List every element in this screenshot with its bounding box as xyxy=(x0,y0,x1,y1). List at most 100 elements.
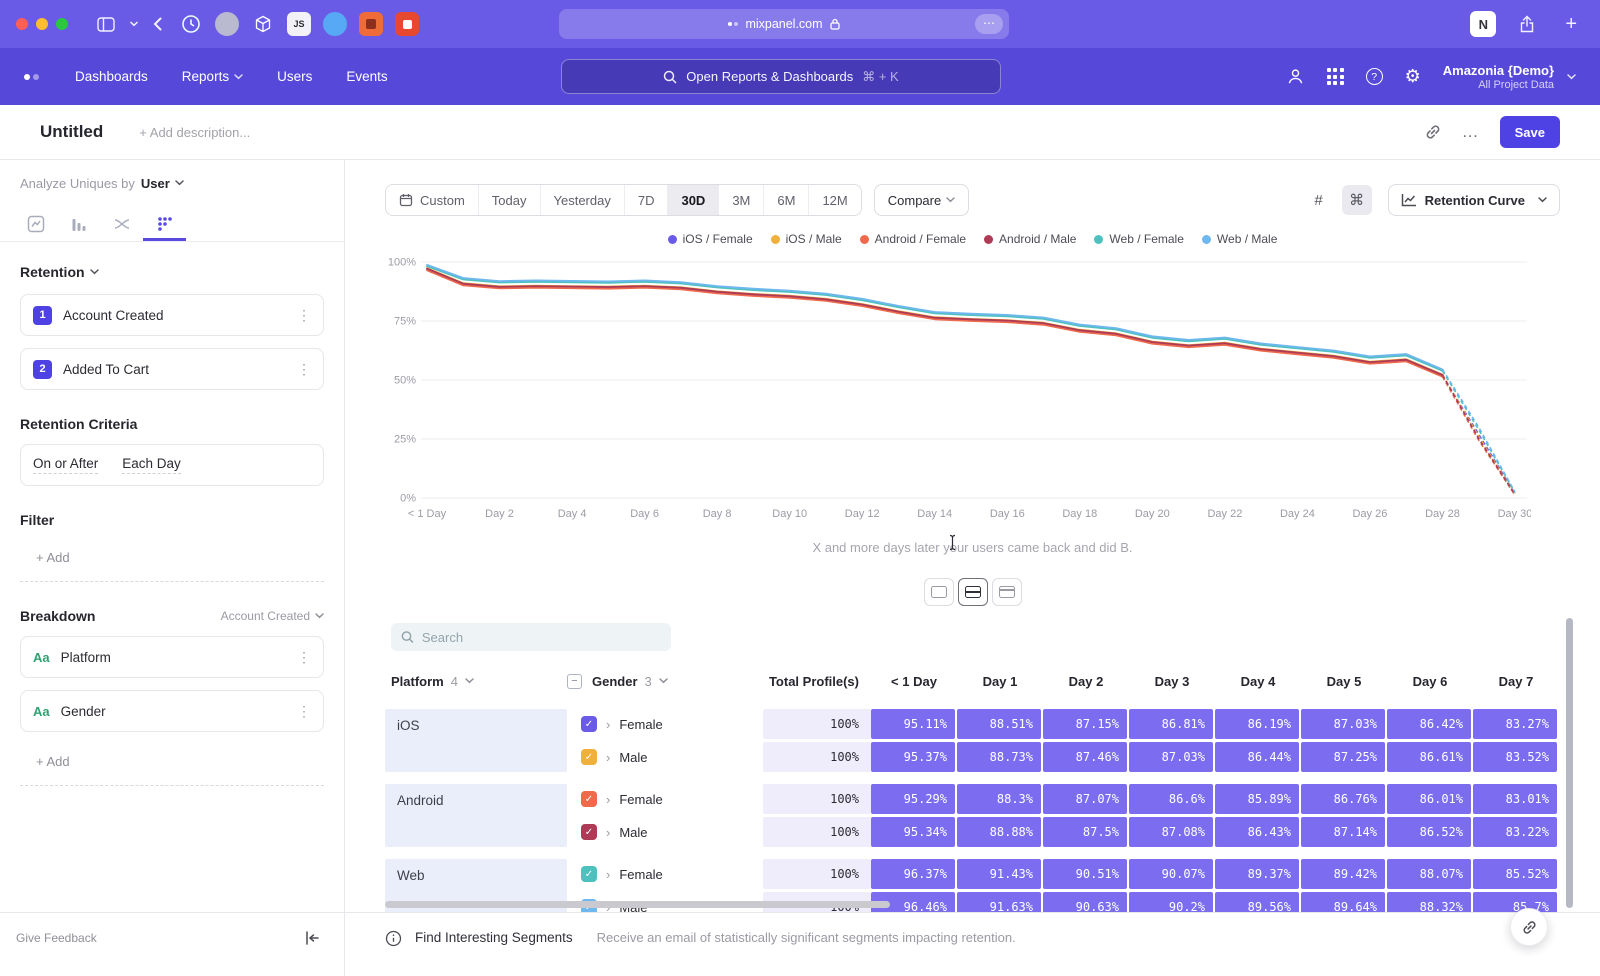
tab-funnels[interactable] xyxy=(57,206,100,241)
range-yesterday-button[interactable]: Yesterday xyxy=(540,185,625,215)
col-day[interactable]: Day 1 xyxy=(982,673,1018,689)
range-3m-button[interactable]: 3M xyxy=(719,185,765,215)
layout-chart-only-button[interactable] xyxy=(923,578,954,606)
range-30d-button[interactable]: 30D xyxy=(668,185,720,215)
minimize-window-button[interactable] xyxy=(36,18,48,30)
row-checkbox[interactable]: ✓ xyxy=(581,866,597,882)
mixpanel-logo[interactable] xyxy=(24,73,39,80)
select-all-checkbox[interactable]: − xyxy=(567,673,582,689)
help-icon[interactable]: ? xyxy=(1365,68,1383,85)
retention-value-cell[interactable]: 86.44% xyxy=(1215,742,1299,772)
report-title[interactable]: Untitled xyxy=(40,122,104,141)
retention-value-cell[interactable]: 91.43% xyxy=(957,859,1041,889)
package-extension-icon[interactable] xyxy=(251,12,275,36)
retention-value-cell[interactable]: 88.73% xyxy=(957,742,1041,772)
retention-value-cell[interactable]: 85.52% xyxy=(1473,859,1557,889)
layout-table-only-button[interactable] xyxy=(991,578,1022,606)
retention-value-cell[interactable]: 86.43% xyxy=(1215,817,1299,847)
retention-step-card[interactable]: 1 Account Created ⋮ xyxy=(20,294,324,336)
give-feedback-link[interactable]: Give Feedback xyxy=(16,931,97,945)
breakdown-scope-dropdown[interactable]: Account Created xyxy=(221,609,324,623)
row-checkbox[interactable]: ✓ xyxy=(581,716,597,732)
js-extension-icon[interactable]: JS xyxy=(287,12,311,36)
annotations-button[interactable]: # xyxy=(1304,185,1334,215)
legend-item[interactable]: Android / Female xyxy=(859,232,966,246)
retention-value-cell[interactable]: 86.52% xyxy=(1387,817,1471,847)
expand-chevron-icon[interactable]: › xyxy=(606,749,611,765)
retention-value-cell[interactable]: 95.37% xyxy=(871,742,955,772)
grey-extension-icon[interactable] xyxy=(215,12,239,36)
red-app-icon[interactable] xyxy=(395,12,419,36)
col-platform[interactable]: Platform 4 xyxy=(385,674,567,689)
retention-value-cell[interactable]: 86.6% xyxy=(1129,784,1213,814)
layout-split-button[interactable] xyxy=(957,578,988,606)
criteria-on-or-after[interactable]: On or After xyxy=(33,456,99,474)
retention-step-card[interactable]: 2 Added To Cart ⋮ xyxy=(20,348,324,390)
row-checkbox[interactable]: ✓ xyxy=(581,749,597,765)
retention-value-cell[interactable]: 95.29% xyxy=(871,784,955,814)
row-checkbox[interactable]: ✓ xyxy=(581,791,597,807)
range-today-button[interactable]: Today xyxy=(478,185,541,215)
expand-chevron-icon[interactable]: › xyxy=(606,824,611,840)
tab-list-chevron-icon[interactable] xyxy=(129,21,139,27)
table-search[interactable] xyxy=(391,623,671,651)
retention-value-cell[interactable]: 88.88% xyxy=(957,817,1041,847)
legend-item[interactable]: Web / Female xyxy=(1094,232,1184,246)
nav-item-events[interactable]: Events xyxy=(346,69,388,84)
table-search-input[interactable] xyxy=(421,629,661,645)
retention-value-cell[interactable]: 87.03% xyxy=(1301,709,1385,739)
retention-section-header[interactable]: Retention xyxy=(20,264,324,280)
retention-value-cell[interactable]: 87.07% xyxy=(1043,784,1127,814)
kebab-menu-icon[interactable]: ⋮ xyxy=(297,648,311,665)
retention-value-cell[interactable]: 88.32% xyxy=(1387,892,1471,912)
retention-value-cell[interactable]: 87.5% xyxy=(1043,817,1127,847)
retention-line-chart[interactable]: 100% 75% 50% 25% 0% < 1 Day Day 2 Day 4 Day 6 Day… xyxy=(381,254,1531,524)
retention-value-cell[interactable]: 89.42% xyxy=(1301,859,1385,889)
retention-value-cell[interactable]: 87.08% xyxy=(1129,817,1213,847)
share-link-fab[interactable] xyxy=(1510,908,1548,946)
retention-value-cell[interactable]: 83.01% xyxy=(1473,784,1557,814)
gender-cell[interactable]: ✓ › Female xyxy=(567,716,763,732)
legend-item[interactable]: iOS / Male xyxy=(770,232,842,246)
range-custom-button[interactable]: Custom xyxy=(386,185,479,215)
gender-cell[interactable]: ✓ › Female xyxy=(567,791,763,807)
nav-item-reports[interactable]: Reports xyxy=(182,69,243,84)
tab-flows[interactable] xyxy=(100,206,143,241)
vertical-scrollbar[interactable] xyxy=(1566,618,1573,908)
retention-value-cell[interactable]: 90.2% xyxy=(1129,892,1213,912)
col-day[interactable]: Day 3 xyxy=(1154,673,1190,689)
kebab-menu-icon[interactable]: ⋮ xyxy=(297,306,311,323)
tab-sidebar-toggle-icon[interactable] xyxy=(97,16,115,32)
tab-retention[interactable] xyxy=(143,206,186,241)
col-day[interactable]: Day 7 xyxy=(1498,673,1534,689)
retention-value-cell[interactable]: 91.63% xyxy=(957,892,1041,912)
zoom-window-button[interactable] xyxy=(56,18,68,30)
retention-value-cell[interactable]: 85.7% xyxy=(1473,892,1557,912)
more-options-button[interactable]: … xyxy=(1461,122,1480,141)
horizontal-scrollbar[interactable] xyxy=(385,901,890,908)
orange-app-icon[interactable] xyxy=(359,12,383,36)
share-icon[interactable] xyxy=(1519,15,1535,33)
retention-value-cell[interactable]: 89.64% xyxy=(1301,892,1385,912)
compare-button[interactable]: Compare xyxy=(873,184,970,216)
col-day[interactable]: < 1 Day xyxy=(891,673,937,689)
new-tab-button[interactable]: + xyxy=(1565,13,1577,35)
criteria-each-day[interactable]: Each Day xyxy=(122,456,181,474)
retention-value-cell[interactable]: 95.34% xyxy=(871,817,955,847)
gender-cell[interactable]: ✓ › Male xyxy=(567,749,763,765)
retention-value-cell[interactable]: 95.11% xyxy=(871,709,955,739)
project-switcher[interactable]: Amazonia {Demo} All Project Data xyxy=(1443,63,1576,91)
col-day[interactable]: Day 5 xyxy=(1326,673,1362,689)
expand-chevron-icon[interactable]: › xyxy=(606,791,611,807)
history-extension-icon[interactable] xyxy=(179,12,203,36)
retention-value-cell[interactable]: 90.63% xyxy=(1043,892,1127,912)
retention-value-cell[interactable]: 87.46% xyxy=(1043,742,1127,772)
retention-value-cell[interactable]: 86.19% xyxy=(1215,709,1299,739)
keyboard-shortcuts-button[interactable]: ⌘ xyxy=(1341,185,1372,215)
legend-item[interactable]: iOS / Female xyxy=(667,232,753,246)
retention-value-cell[interactable]: 89.56% xyxy=(1215,892,1299,912)
retention-value-cell[interactable]: 88.07% xyxy=(1387,859,1471,889)
tab-insights[interactable] xyxy=(14,206,57,241)
retention-value-cell[interactable]: 87.14% xyxy=(1301,817,1385,847)
retention-value-cell[interactable]: 86.42% xyxy=(1387,709,1471,739)
